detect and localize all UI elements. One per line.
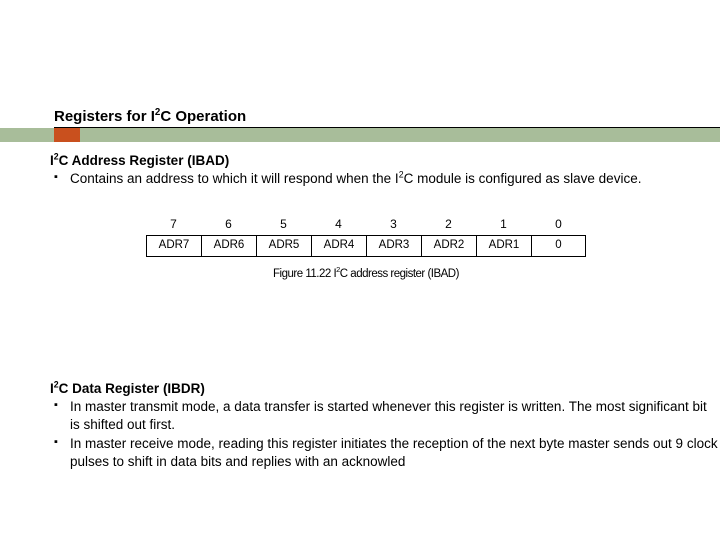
title-row: Registers for I2C Operation xyxy=(0,108,720,142)
ibad-bullets: Contains an address to which it will res… xyxy=(50,170,720,188)
register-figure: 7 6 5 4 3 2 1 0 ADR7 ADR6 ADR5 ADR4 ADR3… xyxy=(146,216,720,282)
title-suffix: C Operation xyxy=(160,108,246,125)
ibdr-b2: In master receive mode, reading this reg… xyxy=(70,436,718,469)
accent-square xyxy=(54,128,80,142)
slide-title: Registers for I2C Operation xyxy=(0,108,720,127)
bit-num: 2 xyxy=(421,216,476,232)
figure-caption: Figure 11.22 I2C address register (IBAD) xyxy=(146,267,586,283)
bit-cell: ADR3 xyxy=(366,235,421,257)
ibdr-b1: In master transmit mode, a data transfer… xyxy=(70,399,707,432)
ibdr-head-suffix: C Data Register (IBDR) xyxy=(59,381,205,396)
list-item: Contains an address to which it will res… xyxy=(50,170,720,188)
ibad-head-suffix: C Address Register (IBAD) xyxy=(59,153,230,168)
bit-cell: ADR1 xyxy=(476,235,531,257)
bit-num: 7 xyxy=(146,216,201,232)
bit-cell: ADR4 xyxy=(311,235,366,257)
slide: Registers for I2C Operation I2C Address … xyxy=(0,0,720,540)
title-prefix: Registers for I xyxy=(54,108,155,125)
bit-cell: 0 xyxy=(531,235,586,257)
list-item: In master transmit mode, a data transfer… xyxy=(50,398,720,434)
ibdr-bullets: In master transmit mode, a data transfer… xyxy=(50,398,720,471)
bit-cell: ADR6 xyxy=(201,235,256,257)
bit-cell: ADR7 xyxy=(146,235,201,257)
list-item: In master receive mode, reading this reg… xyxy=(50,435,720,471)
bit-num: 4 xyxy=(311,216,366,232)
caption-prefix: Figure 11.22 I xyxy=(273,268,336,280)
section-ibad: I2C Address Register (IBAD) Contains an … xyxy=(50,152,720,282)
bit-num: 1 xyxy=(476,216,531,232)
bit-num: 3 xyxy=(366,216,421,232)
bit-cell: ADR5 xyxy=(256,235,311,257)
bit-cell: ADR2 xyxy=(421,235,476,257)
bit-num: 0 xyxy=(531,216,586,232)
bit-num: 6 xyxy=(201,216,256,232)
section-ibdr: I2C Data Register (IBDR) In master trans… xyxy=(50,380,720,471)
ibdr-heading: I2C Data Register (IBDR) xyxy=(50,380,720,398)
bit-cell-row: ADR7 ADR6 ADR5 ADR4 ADR3 ADR2 ADR1 0 xyxy=(146,235,720,257)
ibad-b1-prefix: Contains an address to which it will res… xyxy=(70,171,399,186)
ibad-heading: I2C Address Register (IBAD) xyxy=(50,152,720,170)
caption-suffix: C address register (IBAD) xyxy=(340,268,459,280)
ibad-b1-suffix: C module is configured as slave device. xyxy=(404,171,642,186)
bit-num: 5 xyxy=(256,216,311,232)
bit-number-row: 7 6 5 4 3 2 1 0 xyxy=(146,216,720,232)
accent-bar xyxy=(0,128,720,142)
